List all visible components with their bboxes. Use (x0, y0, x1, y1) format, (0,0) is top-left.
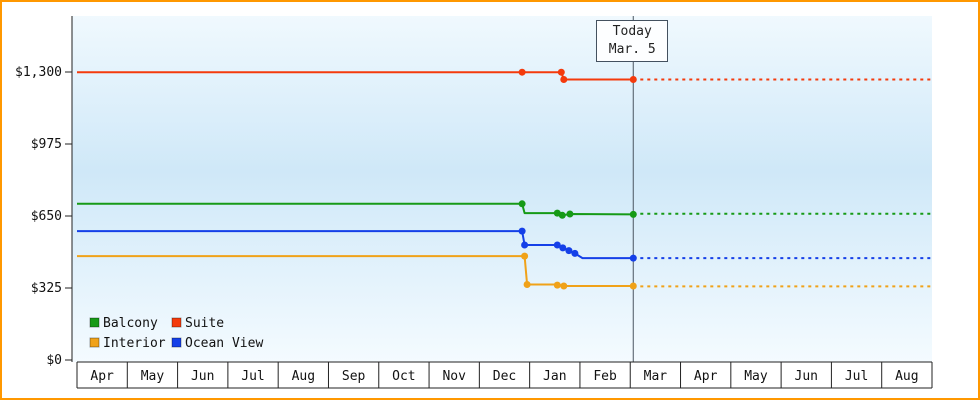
month-label: Mar (644, 369, 668, 384)
today-marker-label: Today Mar. 5 (596, 20, 669, 62)
legend-swatch-ocean-view (171, 337, 182, 348)
series-ocean-view-point (521, 241, 529, 249)
month-label: Jun (191, 369, 214, 384)
month-label: Aug (895, 369, 918, 384)
month-label: Aug (292, 369, 315, 384)
legend-label-balcony: Balcony (103, 316, 158, 331)
series-suite-point (557, 68, 565, 76)
legend-swatch-interior (89, 337, 100, 348)
series-suite-point (560, 76, 568, 83)
series-interior-line (77, 255, 634, 287)
legend-label-ocean-view: Ocean View (185, 336, 263, 351)
month-label: Sep (342, 369, 366, 384)
month-label: Jul (241, 369, 264, 384)
series-suite-point (518, 68, 526, 76)
legend-swatch-balcony (89, 317, 100, 328)
plot-background (72, 16, 932, 362)
series-balcony-point (558, 211, 566, 219)
series-interior-point (553, 281, 561, 289)
series-interior-point (523, 281, 531, 288)
series-ocean-view-point (629, 254, 637, 262)
series-interior-point (521, 252, 529, 260)
legend-label-interior: Interior (103, 336, 166, 351)
y-axis-tick-label: $0 (46, 353, 62, 368)
today-label-line2: Mar. 5 (608, 42, 656, 57)
series-suite-point (629, 76, 637, 83)
series-ocean-view-point (518, 227, 526, 235)
month-label: May (744, 369, 768, 384)
month-label: Jul (845, 369, 868, 384)
month-label: Jan (543, 369, 566, 384)
month-label: Dec (493, 369, 516, 384)
month-label: Jun (795, 369, 818, 384)
month-label: Feb (593, 369, 617, 384)
legend-swatch-suite (171, 317, 182, 328)
month-label: Apr (694, 369, 718, 384)
month-label: Oct (392, 369, 415, 384)
series-ocean-view-point (565, 247, 573, 255)
series-interior-point (560, 282, 568, 290)
series-balcony-point (566, 210, 574, 218)
series-ocean-view-point (553, 241, 561, 249)
month-label: Apr (90, 369, 114, 384)
y-axis-tick-label: $650 (31, 209, 62, 224)
series-interior-point (629, 282, 637, 290)
today-label-line1: Today (612, 24, 652, 39)
y-axis-tick-label: $975 (31, 137, 62, 152)
legend-label-suite: Suite (185, 316, 224, 331)
series-ocean-view-point (559, 244, 567, 252)
series-ocean-view-point (571, 249, 579, 257)
series-balcony-point (518, 200, 526, 208)
y-axis-tick-label: $325 (31, 281, 62, 296)
y-axis-tick-label: $1,300 (15, 65, 62, 80)
series-balcony-point (629, 210, 637, 218)
month-label: May (141, 369, 165, 384)
month-label: Nov (442, 369, 466, 384)
